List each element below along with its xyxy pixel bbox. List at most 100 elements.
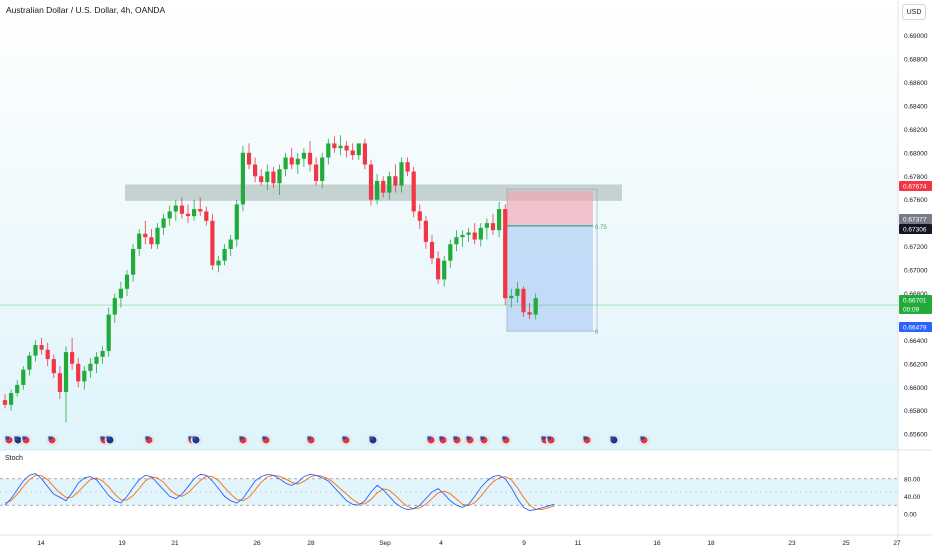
price-badge-label: 0.66479	[903, 325, 927, 332]
candle-body	[155, 227, 160, 245]
candle-body	[320, 157, 325, 181]
price-tick-label: 0.65600	[904, 432, 928, 439]
stop-loss-zone	[507, 191, 593, 226]
event-marker-canton	[583, 436, 587, 440]
candle-body	[204, 211, 209, 221]
event-marker-canton	[547, 436, 551, 440]
price-tick-label: 0.68000	[904, 150, 928, 157]
candle-body	[51, 359, 56, 374]
candle-body	[381, 180, 386, 193]
candle-body	[240, 152, 245, 205]
candle-body	[149, 237, 154, 245]
price-tick-label: 0.66800	[904, 291, 928, 298]
candle-body	[417, 211, 422, 221]
candle-body	[429, 241, 435, 259]
stoch-indicator-label[interactable]: Stoch	[5, 455, 23, 462]
candle-body	[88, 363, 93, 371]
price-tick-label: 0.68400	[904, 103, 928, 110]
candle-body	[277, 169, 282, 184]
stoch-tick-label: 40.00	[904, 494, 921, 501]
price-tick-label: 0.68600	[904, 80, 928, 87]
price-badge-label: 0.67377	[903, 217, 927, 224]
candle-body	[106, 314, 111, 351]
price-tick-label: 0.66200	[904, 361, 928, 368]
event-marker-canton	[466, 436, 470, 440]
candle-body	[198, 209, 203, 212]
event-marker-canton	[502, 436, 506, 440]
candle-body	[265, 171, 270, 183]
candle-body	[442, 260, 447, 280]
event-marker-canton	[480, 436, 484, 440]
stoch-band	[0, 478, 898, 506]
event-marker-canton	[453, 436, 457, 440]
take-profit-zone	[507, 225, 593, 332]
price-tick-label: 0.67600	[904, 197, 928, 204]
event-marker-canton	[342, 436, 346, 440]
event-marker-canton	[439, 436, 443, 440]
candle-body	[484, 223, 489, 228]
candle-body	[362, 143, 367, 165]
candle-body	[234, 204, 239, 240]
candle-body	[131, 248, 136, 275]
candle-body	[478, 227, 483, 240]
candle-body	[301, 152, 306, 159]
price-axis[interactable]: 0.69000 0.68800 0.68600 0.68400 0.68200 0.680…	[899, 33, 932, 519]
candle-body	[368, 164, 374, 200]
event-marker-canton	[640, 436, 644, 440]
candle-body	[185, 213, 191, 217]
candle-body	[173, 205, 178, 212]
candle-body	[39, 345, 44, 350]
candles-layer	[2, 135, 538, 423]
candle-body	[253, 164, 258, 177]
candle-body	[70, 352, 75, 364]
candle-body	[533, 298, 538, 315]
candle-body	[94, 356, 99, 364]
candle-body	[216, 260, 221, 266]
candle-body	[527, 312, 532, 315]
time-tick-label: 19	[118, 540, 126, 547]
candle-body	[460, 234, 465, 238]
candle-body	[76, 363, 81, 382]
candle-body	[338, 145, 343, 149]
candle-body	[423, 220, 428, 242]
event-marker-canton	[188, 436, 192, 440]
currency-button[interactable]: USD	[902, 4, 926, 20]
candle-body	[222, 248, 227, 261]
candle-body	[399, 162, 404, 186]
candle-body	[521, 288, 526, 313]
ratio-label: 0.75	[595, 225, 607, 231]
price-tick-label: 0.69000	[904, 33, 928, 40]
symbol-title[interactable]: Australian Dollar / U.S. Dollar, 4h, OAN…	[6, 5, 166, 15]
price-tick-label: 0.66400	[904, 338, 928, 345]
candle-body	[21, 369, 26, 385]
event-marker-canton	[48, 436, 52, 440]
event-marker-canton	[100, 436, 104, 440]
stoch-k-line	[4, 472, 555, 511]
candle-body	[497, 209, 502, 231]
price-tick-label: 0.67200	[904, 244, 928, 251]
candle-body	[454, 237, 459, 245]
candle-body	[283, 157, 288, 170]
candle-body	[289, 157, 294, 165]
price-badge-label: 0.66701	[903, 298, 927, 305]
candle-body	[448, 244, 453, 261]
price-tick-label: 0.65800	[904, 408, 928, 415]
time-axis[interactable]: 14 19 21 26 28 Sep 4 9 11 16 18 23 25 27	[37, 540, 901, 547]
event-marker-canton	[610, 436, 614, 440]
time-tick-label: 16	[653, 540, 661, 547]
candle-body	[344, 145, 349, 151]
event-marker-canton	[541, 436, 545, 440]
candle-body	[82, 370, 87, 382]
candle-body	[307, 152, 313, 165]
candle-body	[246, 152, 252, 165]
time-tick-label: 26	[253, 540, 261, 547]
candle-body	[167, 211, 172, 219]
event-marker-canton	[14, 436, 18, 440]
price-badge	[899, 295, 932, 305]
candle-body	[100, 350, 105, 357]
price-tick-label: 0.68200	[904, 127, 928, 134]
stoch-tick-label: 80.00	[904, 476, 921, 483]
time-tick-label: 14	[37, 540, 45, 547]
